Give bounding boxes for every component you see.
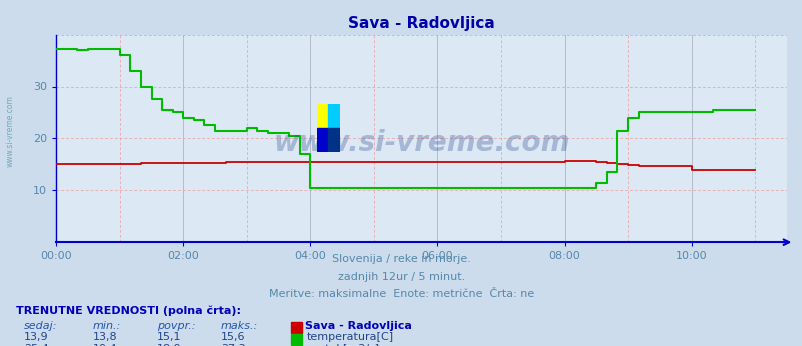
Bar <box>317 104 328 128</box>
Bar <box>328 104 339 128</box>
Text: 15,1: 15,1 <box>156 332 181 342</box>
Text: TRENUTNE VREDNOSTI (polna črta):: TRENUTNE VREDNOSTI (polna črta): <box>16 305 241 316</box>
Text: 13,9: 13,9 <box>24 332 49 342</box>
Text: 13,8: 13,8 <box>92 332 117 342</box>
Text: min.:: min.: <box>92 321 120 331</box>
Bar <box>317 128 328 152</box>
Title: Sava - Radovljica: Sava - Radovljica <box>348 16 494 31</box>
Text: www.si-vreme.com: www.si-vreme.com <box>273 129 569 156</box>
Text: Meritve: maksimalne  Enote: metrične  Črta: ne: Meritve: maksimalne Enote: metrične Črta… <box>269 289 533 299</box>
Text: 18,9: 18,9 <box>156 344 181 346</box>
Bar <box>328 128 339 152</box>
Text: 25,4: 25,4 <box>24 344 49 346</box>
Text: 37,3: 37,3 <box>221 344 245 346</box>
Text: zadnjih 12ur / 5 minut.: zadnjih 12ur / 5 minut. <box>338 272 464 282</box>
Text: Sava - Radovljica: Sava - Radovljica <box>305 321 411 331</box>
Text: 15,6: 15,6 <box>221 332 245 342</box>
Text: 10,4: 10,4 <box>92 344 117 346</box>
Text: maks.:: maks.: <box>221 321 257 331</box>
Text: temperatura[C]: temperatura[C] <box>306 332 393 342</box>
Text: povpr.:: povpr.: <box>156 321 195 331</box>
Text: Slovenija / reke in morje.: Slovenija / reke in morje. <box>332 254 470 264</box>
Text: www.si-vreme.com: www.si-vreme.com <box>6 95 15 167</box>
Text: sedaj:: sedaj: <box>24 321 58 331</box>
Text: pretok[m3/s]: pretok[m3/s] <box>306 344 379 346</box>
